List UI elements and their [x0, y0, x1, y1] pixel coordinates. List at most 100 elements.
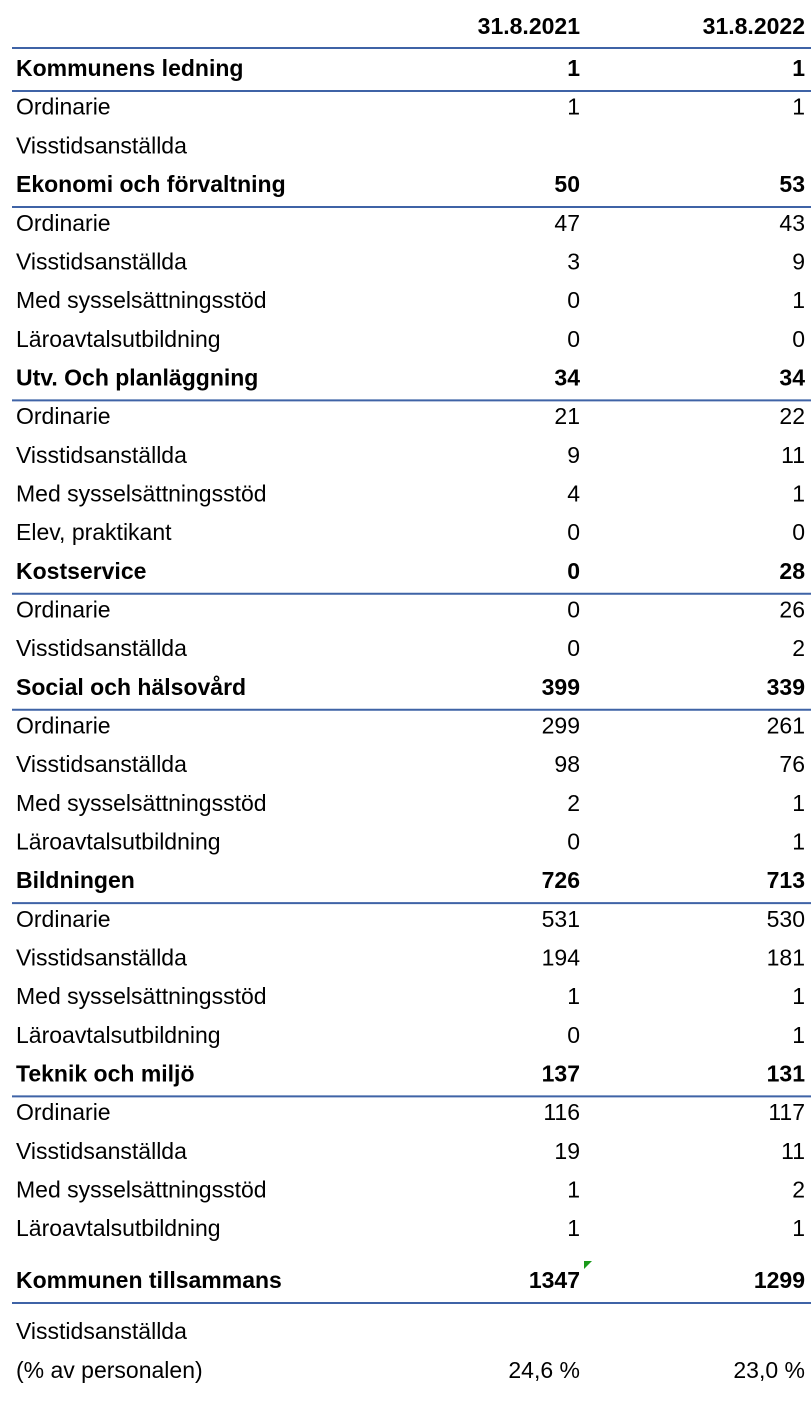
cell: 34: [779, 364, 805, 390]
cell: 0: [567, 596, 580, 622]
cell: 26: [779, 596, 805, 622]
row-label: Läroavtalsutbildning: [16, 326, 221, 352]
cell: 21: [554, 403, 580, 429]
cell: 1: [792, 1022, 805, 1048]
cell: 1: [792, 94, 805, 120]
row-label: Visstidsanställda: [16, 1318, 187, 1344]
cell: 713: [767, 867, 805, 893]
row-label: Visstidsanställda: [16, 635, 187, 661]
cell: 1: [567, 983, 580, 1009]
row-label: Visstidsanställda: [16, 944, 187, 970]
cell: 0: [567, 828, 580, 854]
row-label: Läroavtalsutbildning: [16, 1215, 221, 1241]
cell: 2: [792, 1177, 805, 1203]
cell: 0: [792, 326, 805, 352]
cell: 399: [542, 674, 580, 700]
cell: 34: [554, 364, 580, 390]
cell: 4: [567, 480, 580, 506]
row-label: Ordinarie: [16, 1099, 111, 1125]
cell: 98: [554, 751, 580, 777]
cell: 0: [567, 287, 580, 313]
cell: 2: [792, 635, 805, 661]
cell: 0: [567, 326, 580, 352]
cell: 131: [767, 1060, 806, 1086]
comment-marker: [584, 1261, 592, 1269]
cell: 2: [567, 790, 580, 816]
row-label: Läroavtalsutbildning: [16, 828, 221, 854]
row-label: Ordinarie: [16, 210, 111, 236]
cell: 530: [767, 906, 805, 932]
cell: 1: [792, 828, 805, 854]
cell: 137: [542, 1060, 580, 1086]
row-label: Visstidsanställda: [16, 751, 187, 777]
cell: 194: [542, 944, 581, 970]
cell: 0: [792, 519, 805, 545]
cell: 1299: [754, 1267, 805, 1293]
row-label: Ordinarie: [16, 906, 111, 932]
cell: 299: [542, 712, 580, 738]
cell: 3: [567, 248, 580, 274]
cell: 1: [792, 287, 805, 313]
cell: 1347: [529, 1267, 580, 1293]
row-label: Visstidsanställda: [16, 1138, 187, 1164]
cell: 0: [567, 635, 580, 661]
row-label: Kommunen tillsammans: [16, 1267, 282, 1293]
cell: 0: [567, 519, 580, 545]
row-label: Med sysselsättningsstöd: [16, 1177, 267, 1203]
row-label: Utv. Och planläggning: [16, 364, 258, 390]
cell: 53: [779, 171, 805, 197]
cell: 19: [554, 1138, 580, 1164]
row-label: Med sysselsättningsstöd: [16, 480, 267, 506]
cell: 50: [554, 171, 580, 197]
cell: 28: [779, 558, 805, 584]
cell: 181: [767, 944, 805, 970]
row-label: Ordinarie: [16, 94, 111, 120]
row-label: Ekonomi och förvaltning: [16, 171, 286, 197]
cell: 9: [792, 248, 805, 274]
cell: 23,0 %: [733, 1357, 805, 1383]
cell: 47: [554, 210, 580, 236]
cell: 261: [767, 712, 805, 738]
cell: 22: [779, 403, 805, 429]
cell: 43: [779, 210, 805, 236]
row-label: (% av personalen): [16, 1357, 203, 1383]
row-label: Ordinarie: [16, 596, 111, 622]
cell: 1: [792, 1215, 805, 1241]
row-label: Visstidsanställda: [16, 442, 187, 468]
cell: 726: [542, 867, 580, 893]
cell: 116: [543, 1099, 580, 1125]
cell: 1: [792, 790, 805, 816]
cell: 1: [567, 1215, 580, 1241]
row-label: Kommunens ledning: [16, 55, 243, 81]
cell: 531: [542, 906, 580, 932]
cell: 1: [792, 480, 805, 506]
row-label: Social och hälsovård: [16, 674, 246, 700]
cell: 0: [567, 558, 580, 584]
cell: 1: [567, 94, 580, 120]
cell: 11: [781, 1138, 805, 1164]
row-label: Ordinarie: [16, 712, 111, 738]
row-label: Teknik och miljö: [16, 1060, 195, 1086]
cell: 117: [768, 1099, 805, 1125]
cell: 339: [767, 674, 805, 700]
row-label: Med sysselsättningsstöd: [16, 287, 267, 313]
row-label: Med sysselsättningsstöd: [16, 983, 267, 1009]
cell: 1: [792, 55, 805, 81]
cell: 24,6 %: [508, 1357, 580, 1383]
row-label: Visstidsanställda: [16, 132, 187, 158]
row-label: Elev, praktikant: [16, 519, 172, 545]
cell: 9: [567, 442, 580, 468]
cell: 0: [567, 1022, 580, 1048]
row-label: Kostservice: [16, 558, 146, 584]
cell: 1: [567, 55, 580, 81]
cell: 1: [567, 1177, 580, 1203]
row-label: Med sysselsättningsstöd: [16, 790, 267, 816]
cell: 1: [792, 983, 805, 1009]
column-header: 31.8.2021: [478, 13, 581, 39]
cell: 76: [779, 751, 805, 777]
row-label: Ordinarie: [16, 403, 111, 429]
row-label: Läroavtalsutbildning: [16, 1022, 221, 1048]
row-label: Visstidsanställda: [16, 248, 187, 274]
row-label: Bildningen: [16, 867, 135, 893]
